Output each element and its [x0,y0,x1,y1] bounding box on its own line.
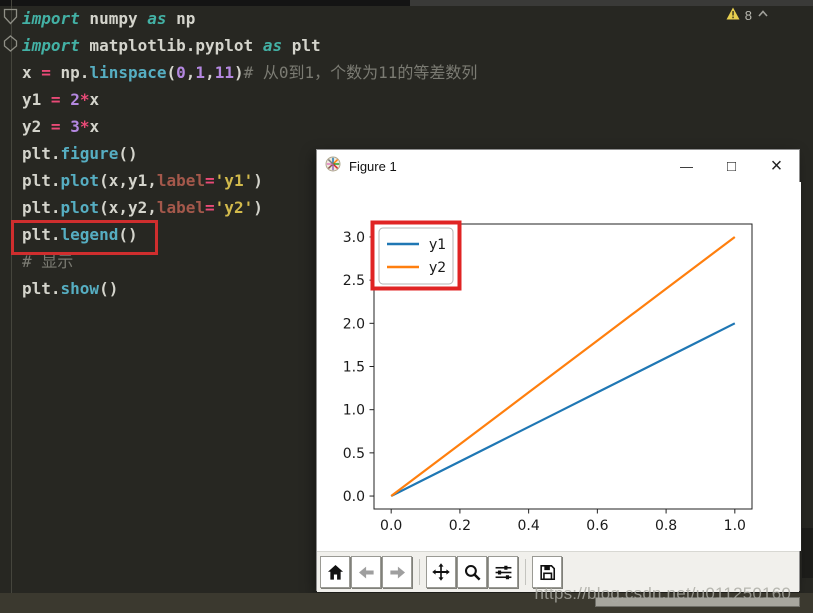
window-title: Figure 1 [349,158,397,174]
matplotlib-logo-icon [325,156,341,177]
home-button[interactable] [320,556,350,588]
save-button[interactable] [532,556,562,588]
top-bar-right [410,0,813,6]
toolbar-separator [525,559,526,585]
svg-text:0.6: 0.6 [586,518,608,534]
home-icon [326,563,345,582]
code-line: y2 = 3*x [22,117,100,136]
figure-window-titlebar[interactable]: Figure 1 — □ × [317,150,799,182]
code-line: plt.plot(x,y2,label='y2') [22,198,263,217]
svg-text:1.5: 1.5 [343,360,365,376]
svg-text:0.0: 0.0 [380,518,402,534]
code-line: plt.show() [22,279,119,298]
legend-call-annotation-box [11,220,158,255]
minimize-button[interactable]: — [680,158,693,174]
warning-count: 8 [744,7,752,23]
pan-button[interactable] [426,556,456,588]
close-button[interactable]: × [770,154,783,177]
svg-text:0.2: 0.2 [449,518,471,534]
zoom-button[interactable] [457,556,487,588]
code-line: y1 = 2*x [22,90,100,109]
matplotlib-toolbar [317,551,799,592]
editor-vertical-scrollbar-thumb[interactable] [802,528,813,578]
configure-subplots-button[interactable] [488,556,518,588]
svg-text:y2: y2 [429,260,446,276]
code-line: # 显示 [22,252,74,271]
code-fold-icon[interactable] [3,35,18,57]
watermark: https://blog.csdn.net/u011250160 [534,584,791,603]
toolbar-separator [419,559,420,585]
figure-window: Figure 1 — □ × 0.0 0.2 0.4 0.6 0.8 1.0 0.0 0.5 1.0… [316,149,801,592]
svg-text:0.5: 0.5 [343,446,365,462]
move-arrows-icon [431,562,451,582]
svg-text:1.0: 1.0 [724,518,746,534]
code-line: import numpy as np [22,9,196,28]
code-line: import matplotlib.pyplot as plt [22,36,321,55]
sliders-icon [494,563,513,582]
svg-text:1.0: 1.0 [343,403,365,419]
magnifier-icon [463,563,482,582]
gutter-divider [11,0,12,613]
editor-horizontal-scrollbar-thumb[interactable] [595,597,800,607]
arrow-left-icon [357,563,376,582]
code-line: plt.figure() [22,144,138,163]
top-bar-left [0,0,410,6]
arrow-right-icon [388,563,407,582]
inspection-widget[interactable]: 8 [726,7,769,23]
code-editor[interactable]: import numpy as np import matplotlib.pypl… [22,5,477,302]
svg-text:y1: y1 [429,237,446,253]
code-line: plt.legend() [22,225,138,244]
chevron-up-icon[interactable] [757,8,769,23]
forward-button[interactable] [382,556,412,588]
svg-text:2.5: 2.5 [343,273,365,289]
svg-text:3.0: 3.0 [343,230,365,246]
line-chart: 0.0 0.2 0.4 0.6 0.8 1.0 0.0 0.5 1.0 1.5 2.0 2.5 3.0 y… [317,182,801,551]
svg-text:0.4: 0.4 [518,518,540,534]
floppy-disk-icon [538,563,557,582]
maximize-button[interactable]: □ [726,157,737,175]
code-fold-icon[interactable] [3,8,18,30]
plot-canvas[interactable]: 0.0 0.2 0.4 0.6 0.8 1.0 0.0 0.5 1.0 1.5 2.0 2.5 3.0 y… [317,182,801,551]
svg-text:0.0: 0.0 [343,489,365,505]
window-controls: — □ × [664,150,799,182]
svg-text:0.8: 0.8 [655,518,677,534]
warning-triangle-icon [726,7,740,23]
back-button[interactable] [351,556,381,588]
code-line: plt.plot(x,y1,label='y1') [22,171,263,190]
code-line: x = np.linspace(0,1,11)# 从0到1，个数为11的等差数列 [22,63,478,82]
svg-text:2.0: 2.0 [343,316,365,332]
